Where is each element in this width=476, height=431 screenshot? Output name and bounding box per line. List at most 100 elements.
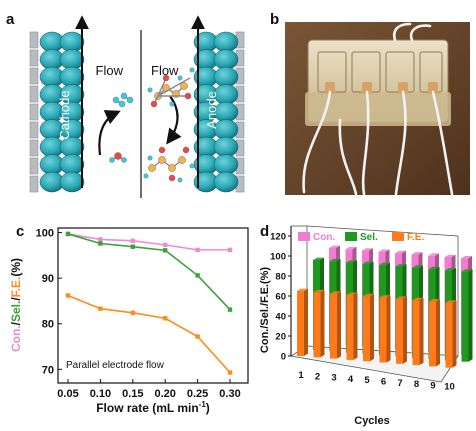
chart-c-point [130, 310, 135, 315]
chart-c-ylabel-slash2: / [9, 297, 23, 301]
anode-bead [213, 66, 239, 88]
chart-d-xtick-label: 5 [364, 375, 370, 386]
device-chambers [317, 51, 443, 93]
panel-label-a: a [6, 11, 15, 28]
hydrogen-atom [147, 155, 153, 161]
chart-d-ytick-label: 0 [281, 352, 286, 363]
chart-d-legend-swatch [392, 232, 404, 241]
chart-d-legend-label: F.E. [407, 232, 424, 243]
chart-d-bar [429, 299, 440, 367]
chart-c-ylabel-fe: F.E. [9, 277, 23, 298]
chart-c-point [163, 248, 168, 253]
chart-d-xtick-label: 2 [315, 371, 320, 382]
chart-d-bar-top [444, 254, 456, 258]
chart-d-bar-top [378, 249, 390, 252]
chart-d-bar [461, 269, 473, 362]
chart-d-bar-front [412, 300, 420, 366]
chart-d-bar-top [461, 269, 473, 272]
panel-label-c: c [16, 223, 24, 240]
chart-c-xtick-label: 0.25 [187, 388, 208, 400]
chart-c-point [163, 242, 168, 248]
molecule-bond [157, 77, 167, 97]
chart-d-bar-front [445, 302, 453, 368]
carbon-atom [180, 82, 188, 90]
hydrogen-atom [169, 101, 175, 107]
chart-d-bar-top [395, 250, 406, 254]
chart-c-ylabel-unit: (%) [9, 258, 23, 277]
chart-d-bar-front [396, 298, 403, 364]
cathode-plate [29, 175, 39, 193]
anode-curved-arrow [166, 95, 182, 145]
cathode-plate [29, 67, 39, 85]
panel-label-b: b [270, 11, 279, 28]
cathode-plate [29, 31, 39, 49]
chart-c-axes: 0.05 0.10 0.15 0.20 0.25 0.30 70 80 90 100 [36, 228, 241, 400]
chart-c-series-line [67, 233, 231, 311]
chart-d-bar-front [379, 297, 387, 363]
hydrogen-atom [118, 100, 126, 108]
anode-bead [213, 49, 239, 70]
chart-d-bar [330, 291, 341, 359]
chart-d-bar-side [337, 291, 341, 359]
chart-d-bar-top [345, 246, 357, 250]
chart-d-bar-front [363, 296, 370, 362]
chart-c-point [227, 370, 233, 375]
chart-d-bar-top [428, 266, 440, 270]
hydrogen-atom [126, 96, 134, 104]
chart-d-ytick-label: 100 [270, 252, 286, 263]
chart-d-bar-top [429, 299, 440, 302]
chart-d-ylabel: Con./Sel./F.E.(%) [259, 267, 271, 354]
chart-d-bar-side [386, 295, 391, 363]
chart-c-ylabel-sel: Sel. [9, 301, 23, 322]
chart-c-point [98, 306, 103, 311]
anode-label: Anode [204, 91, 219, 129]
chart-c-point [163, 316, 168, 321]
panel-label-d: d [260, 223, 269, 240]
chart-d-ytick-label: 60 [275, 292, 286, 303]
tubing [302, 22, 454, 196]
chart-d-bar [379, 295, 391, 363]
carbon-atom [168, 164, 176, 172]
chart-c-xtick-label: 0.10 [90, 388, 111, 400]
chart-c-frame [57, 227, 249, 384]
chart-d-bar-front [330, 293, 337, 359]
chart-c-ytick-label: 100 [36, 228, 54, 240]
cathode-plate [29, 49, 39, 67]
cathode-plate [29, 85, 39, 103]
chart-d-xtick-label: 6 [381, 377, 386, 388]
chart-c-point [98, 241, 103, 246]
chart-d-bar-side [320, 289, 325, 358]
chart-d-xtick-label: 10 [444, 382, 455, 393]
chart-d-bar-front [429, 301, 436, 367]
panel-c-line-chart: 0.05 0.10 0.15 0.20 0.25 0.30 70 80 90 100 Parall… [9, 227, 249, 415]
hydrogen-atom [177, 177, 183, 183]
cathode-curved-arrow [98, 110, 121, 156]
chart-d-bars [297, 245, 473, 368]
chart-d-xtick-label: 3 [331, 373, 336, 384]
chart-c-ytick-label: 80 [42, 319, 54, 331]
chart-c-xtick-label: 0.15 [122, 388, 143, 400]
chart-d-bar-top [412, 265, 423, 268]
chart-c-point [227, 247, 233, 253]
chart-d-bar-top [379, 295, 391, 298]
chart-d-bar [297, 288, 308, 356]
chart-c-xtick-label: 0.05 [57, 388, 78, 400]
chart-d-bar-side [419, 297, 424, 366]
anode-bead [213, 136, 239, 158]
chart-c-series [65, 231, 233, 375]
hydrogen-atom [147, 87, 153, 93]
chart-d-bar-side [304, 288, 308, 356]
chart-d-bar-top [362, 261, 374, 264]
oxygen-atom [184, 92, 192, 100]
oxygen-atom [114, 152, 122, 160]
chart-d-bar-top [445, 268, 456, 271]
anode-bead [213, 31, 239, 53]
hydrogen-atom [189, 67, 195, 73]
chart-c-point [195, 247, 200, 253]
chart-d-legend-label: Sel. [360, 232, 378, 243]
chart-d-bar-top [329, 258, 341, 262]
chart-d-bar-top [379, 262, 390, 266]
chart-d-bar-top [346, 260, 357, 263]
panel-a-schematic: Flow Flow Cathode Anode [29, 15, 245, 198]
chart-d-bar-side [436, 299, 440, 367]
